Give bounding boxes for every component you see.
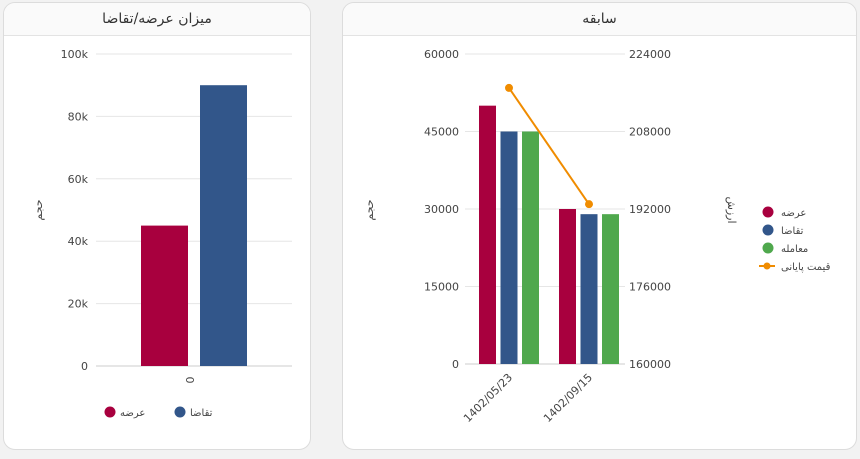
y-axis-title: حجم bbox=[32, 199, 45, 220]
y-left-tick-label: 0 bbox=[452, 358, 459, 371]
legend-marker bbox=[762, 224, 774, 236]
x-tick-label: 1402/09/15 bbox=[541, 371, 595, 425]
supply-demand-title: میزان عرضه/تقاضا bbox=[4, 3, 310, 36]
legend-marker bbox=[763, 262, 771, 270]
bar-trade bbox=[522, 131, 539, 364]
y-tick-label: 40k bbox=[68, 235, 89, 248]
bar-supply bbox=[479, 105, 496, 365]
y-left-tick-label: 30000 bbox=[424, 203, 459, 216]
legend-marker bbox=[104, 406, 116, 418]
x-tick-label: 1402/05/23 bbox=[461, 371, 515, 425]
y-right-axis-title: ارزش bbox=[725, 196, 738, 223]
y-tick-label: 100k bbox=[61, 48, 89, 61]
bar-supply bbox=[559, 209, 576, 364]
y-tick-label: 20k bbox=[68, 298, 89, 311]
y-right-tick-label: 176000 bbox=[629, 281, 671, 294]
x-tick-label: 0 bbox=[184, 377, 197, 384]
legend-marker bbox=[762, 206, 774, 218]
y-left-tick-label: 60000 bbox=[424, 48, 459, 61]
y-left-axis-title: حجم bbox=[363, 199, 376, 220]
bar-demand bbox=[580, 214, 598, 364]
price-point bbox=[505, 83, 513, 92]
price-line bbox=[508, 87, 590, 205]
legend-label: عرضه bbox=[781, 208, 806, 219]
bar-demand bbox=[500, 131, 518, 364]
y-tick-label: 0 bbox=[81, 360, 88, 373]
supply-demand-chart: 0 20k 40k 60k 80k 100k حجم 0 تقاضا عرضه bbox=[32, 48, 292, 419]
bar-supply bbox=[141, 225, 188, 366]
history-title: سابقه bbox=[343, 3, 856, 36]
bar-trade bbox=[602, 214, 619, 364]
bar-demand bbox=[200, 85, 247, 366]
y-right-tick-label: 208000 bbox=[629, 126, 671, 139]
price-point bbox=[585, 200, 593, 209]
y-left-tick-label: 15000 bbox=[424, 281, 459, 294]
legend-label: تقاضا bbox=[190, 408, 213, 419]
history-panel: سابقه 0 15000 30000 45000 60000 160000 176000 1… bbox=[342, 2, 857, 450]
y-right-tick-label: 224000 bbox=[629, 48, 671, 61]
y-right-tick-label: 192000 bbox=[629, 203, 671, 216]
y-left-tick-label: 45000 bbox=[424, 126, 459, 139]
legend-label: معامله bbox=[781, 244, 808, 255]
legend-label: عرضه bbox=[120, 408, 145, 419]
legend-marker bbox=[174, 406, 186, 418]
legend-label: قیمت پایانی bbox=[781, 262, 831, 273]
supply-demand-panel: میزان عرضه/تقاضا 0 20k 40k 60k 80k 100k حجم 0 تق… bbox=[3, 2, 311, 450]
y-tick-label: 80k bbox=[68, 110, 89, 123]
legend-marker bbox=[762, 242, 774, 254]
y-right-tick-label: 160000 bbox=[629, 358, 671, 371]
legend-label: تقاضا bbox=[781, 226, 804, 237]
history-chart: 0 15000 30000 45000 60000 160000 176000 192000 2… bbox=[363, 48, 831, 425]
y-tick-label: 60k bbox=[68, 173, 89, 186]
